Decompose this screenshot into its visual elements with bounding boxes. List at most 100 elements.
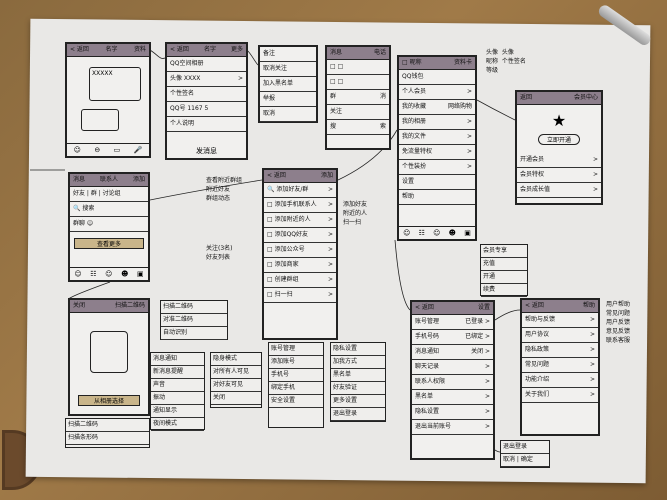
box-row[interactable]: 消息通知 [151,353,204,366]
list-row[interactable]: 🔍 添加好友/群 > [264,183,336,198]
header-label[interactable]: 关闭 [73,302,86,309]
tab-icon[interactable]: ☷ [418,229,425,237]
list-row[interactable]: 搜索 [327,120,389,135]
open-vip-button[interactable]: 立即开通 [538,134,580,145]
list-row[interactable]: 手机号码 已绑定 > [412,330,493,345]
list-row[interactable]: 加入黑名单 [260,77,316,92]
list-row[interactable]: 备注 [260,47,316,62]
tab-icon[interactable]: ▣ [464,229,471,237]
header-label[interactable]: < 返回 [525,302,544,309]
tab-icon[interactable]: ☺ [403,229,411,237]
album-button[interactable]: 从相册选择 [78,395,140,406]
box-row[interactable]: 开通 [481,271,527,284]
tab-icon[interactable]: ☻ [121,270,129,278]
list-row[interactable]: 个性签名 [167,87,246,102]
header-label[interactable]: 资料卡 [453,59,472,66]
list-row[interactable]: 账号管理 已登录 > [412,315,493,330]
header-label[interactable]: 扫描二维码 [114,302,145,309]
tab-icon[interactable]: ☺ [105,270,113,278]
tab-icon[interactable]: ⊖ [94,146,101,154]
box-row[interactable]: 隐私设置 [331,343,385,356]
box-row[interactable]: 更多设置 [331,395,385,408]
list-row[interactable]: 联系人权限 > [412,375,493,390]
header-label[interactable]: < 返回 [170,46,189,53]
list-row[interactable]: 关于我们 > [522,388,598,403]
header-label[interactable]: 会员中心 [573,94,598,101]
tab-icon[interactable]: ☺ [74,270,82,278]
list-row[interactable]: 个人说明 [167,117,246,132]
tab-icon[interactable]: 🎤 [133,146,143,154]
header-label[interactable]: □ 昵称 [402,59,422,66]
header-label[interactable]: 名字 [105,46,118,53]
list-row[interactable]: 会员成长值 > [517,183,601,198]
box-row[interactable]: 夜间模式 [151,418,204,431]
box-row[interactable]: 好友验证 [331,382,385,395]
box-row[interactable]: 新消息提醒 [151,366,204,379]
list-row[interactable]: 群消 [327,90,389,105]
box-row[interactable]: 自动识别 [161,327,227,340]
box-row[interactable]: 账号管理 [269,343,323,356]
box-row[interactable]: 关闭 [211,392,261,405]
list-row[interactable]: 常见问题 > [522,358,598,373]
list-row[interactable]: 关注 [327,105,389,120]
list-row[interactable]: 帮助 [399,190,475,205]
list-row[interactable]: 帮助与反馈 > [522,313,598,328]
box-row[interactable]: 对好友可见 [211,379,261,392]
list-row[interactable]: 聊天记录 > [412,360,493,375]
header-label[interactable]: 返回 [520,94,533,101]
list-row[interactable]: □ □ [327,75,389,90]
box-row[interactable]: 声音 [151,379,204,392]
list-row[interactable]: QQ钱包 [399,70,475,85]
header-label[interactable]: 资料 [133,46,146,53]
list-row[interactable]: 黑名单 > [412,390,493,405]
header-label[interactable]: 帮助 [582,302,595,309]
tab-icon[interactable]: ☺ [73,146,81,154]
tab-icon[interactable]: ☷ [90,270,97,278]
box-row[interactable]: 手机号 [269,369,323,382]
box-row[interactable]: 加我方式 [331,356,385,369]
box-row[interactable]: 振动 [151,392,204,405]
header-label[interactable]: < 返回 [415,304,434,311]
list-row[interactable]: 个人会员 > [399,85,475,100]
list-row[interactable]: 取消 [260,107,316,122]
box-row[interactable]: 绑定手机 [269,382,323,395]
box-row[interactable]: 添加账号 [269,356,323,369]
list-row[interactable]: □ 添加商家 > [264,258,336,273]
box-row[interactable]: 取消 | 确定 [501,454,549,467]
list-row[interactable]: 设置 [399,175,475,190]
box-row[interactable]: 对准二维码 [161,314,227,327]
list-row[interactable]: □ 创建群组 > [264,273,336,288]
list-row[interactable]: 功能介绍 > [522,373,598,388]
list-row[interactable]: QQ空间相册 [167,57,246,72]
send-message-button[interactable]: 发消息 [196,147,217,155]
header-label[interactable]: 添加 [132,176,145,183]
list-row[interactable]: 免流量特权 > [399,145,475,160]
list-row[interactable]: 消息通知 关闭 > [412,345,493,360]
tab-icon[interactable]: ▣ [137,270,144,278]
list-row[interactable]: □ 添加附近的人 > [264,213,336,228]
box-row[interactable]: 扫描二维码 [66,419,149,432]
list-row[interactable]: □ □ [327,60,389,75]
list-row[interactable]: 用户协议 > [522,328,598,343]
list-row[interactable]: 举报 [260,92,316,107]
header-label[interactable]: 更多 [230,46,243,53]
list-row[interactable]: □ 添加QQ好友 > [264,228,336,243]
header-label[interactable]: < 返回 [70,46,89,53]
list-row[interactable]: □ 添加手机联系人 > [264,198,336,213]
list-row[interactable]: 好友 | 群 | 讨论组 [70,187,148,202]
header-label[interactable]: 设置 [477,304,490,311]
list-row[interactable]: 退出当前账号 > [412,420,493,435]
list-row[interactable]: 个性装扮 > [399,160,475,175]
box-row[interactable]: 退出登录 [501,441,549,454]
header-label[interactable]: < 返回 [267,172,286,179]
list-row[interactable]: 群聊 ☺ [70,217,148,232]
header-label[interactable]: 名字 [203,46,216,53]
header-label[interactable]: 消息 [73,176,86,183]
list-row[interactable]: QQ号 1167 5 [167,102,246,117]
tab-icon[interactable]: ☺ [433,229,441,237]
box-row[interactable]: 安全设置 [269,395,323,408]
box-row[interactable]: 扫描条形码 [66,432,149,445]
list-row[interactable]: 🔍 搜索 [70,202,148,217]
list-row[interactable]: 会员特权 > [517,168,601,183]
list-row[interactable]: 开通会员 > [517,153,601,168]
